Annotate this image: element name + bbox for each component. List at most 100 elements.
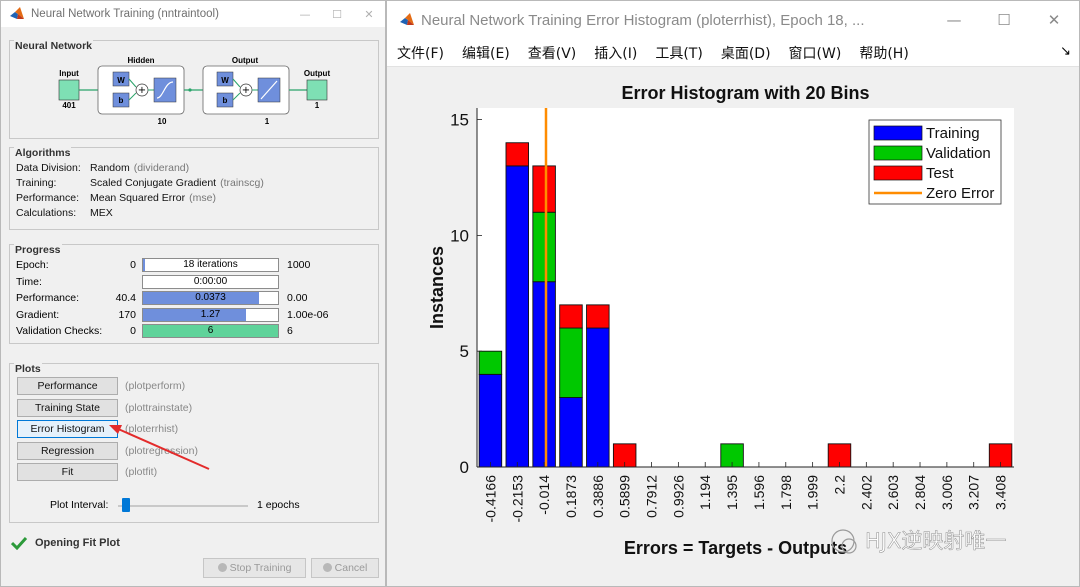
plot-performance-button[interactable]: Performance — [17, 377, 118, 395]
input-size: 401 — [62, 101, 76, 110]
menu-bar: 文件(F) 编辑(E) 查看(V) 插入(I) 工具(T) 桌面(D) 窗口(W… — [387, 39, 1079, 67]
menu-desktop[interactable]: 桌面(D) — [720, 45, 771, 62]
matlab-icon — [10, 7, 24, 19]
plot-interval-slider[interactable] — [118, 498, 248, 512]
maximize-button[interactable]: ☐ — [997, 11, 1011, 29]
x-tick-label: -0.014 — [536, 475, 552, 515]
wechat-icon-inner — [841, 538, 857, 554]
plot-regression-button[interactable]: Regression — [17, 442, 118, 460]
cancel-button[interactable]: Cancel — [311, 558, 379, 578]
menu-help[interactable]: 帮助(H) — [859, 45, 909, 62]
plot-fit-button[interactable]: Fit — [17, 463, 118, 481]
progress-bar: 6 — [142, 324, 279, 338]
minimize-button[interactable]: — — [299, 7, 311, 21]
section-title: Plots — [14, 363, 42, 375]
progress-fill — [143, 292, 260, 304]
progress-fill — [143, 259, 146, 271]
minimize-button[interactable]: — — [946, 11, 962, 29]
bar-training-1 — [505, 165, 530, 468]
x-axis-label: Errors = Targets - Outputs — [624, 538, 847, 558]
section-title: Neural Network — [14, 40, 94, 52]
x-tick-label: 0.7912 — [644, 475, 660, 518]
watermark-text: HJX逆映射唯一 — [865, 529, 1006, 553]
stop-training-button[interactable]: Stop Training — [203, 558, 306, 578]
plot-interval-value: 1 epochs — [257, 499, 300, 511]
right-window-title: Neural Network Training Error Histogram … — [421, 11, 865, 29]
bar-test-2 — [532, 165, 556, 213]
bar-training-4 — [586, 327, 610, 468]
legend-label: Zero Error — [926, 185, 994, 202]
chart-title: Error Histogram with 20 Bins — [621, 83, 869, 103]
progress-value: 0:00:00 — [193, 275, 228, 287]
progress-label: Epoch: — [16, 259, 49, 271]
menu-file[interactable]: 文件(F) — [397, 45, 444, 62]
legend-swatch-training — [873, 125, 923, 141]
progress-min: 0 — [130, 259, 136, 271]
legend-swatch-test — [873, 165, 923, 181]
checkmark-icon — [11, 536, 27, 550]
x-tick-label: 3.207 — [966, 475, 982, 510]
status-text: Opening Fit Plot — [35, 537, 120, 549]
input-block — [58, 79, 80, 101]
progress-label: Performance: — [16, 292, 80, 304]
section-title: Algorithms — [14, 147, 72, 159]
plot-note: (ploterrhist) — [125, 423, 179, 435]
matlab-icon — [400, 13, 414, 25]
plot-error-histogram-button[interactable]: Error Histogram — [17, 420, 118, 438]
left-titlebar: Neural Network Training (nntraintool) — … — [1, 1, 385, 27]
bar-test-1 — [505, 142, 530, 167]
progress-panel: Progress Epoch: 0 18 iterations 1000 Time: 0:… — [9, 244, 379, 344]
x-tick-label: -0.2153 — [509, 475, 525, 523]
progress-label: Time: — [16, 275, 42, 288]
algorithm-row: Training: Scaled Conjugate Gradient (train… — [16, 177, 264, 189]
plot-training-state-button[interactable]: Training State — [17, 399, 118, 417]
close-button[interactable]: ✕ — [364, 7, 374, 21]
output-label: Output — [304, 69, 331, 78]
y-tick-label: 10 — [450, 226, 469, 245]
dock-arrow-icon[interactable]: ↘ — [1060, 44, 1071, 59]
x-tick-label: 0.9926 — [670, 475, 686, 518]
hidden-label: Hidden — [127, 56, 154, 65]
progress-min: 0 — [130, 325, 136, 337]
slider-thumb[interactable] — [121, 498, 130, 512]
section-title: Progress — [14, 244, 62, 256]
progress-label: Validation Checks: — [16, 325, 103, 337]
progress-max: 0.00 — [287, 292, 308, 304]
x-tick-label: 1.596 — [751, 475, 767, 510]
menu-window[interactable]: 窗口(W) — [788, 45, 842, 62]
progress-value: 6 — [207, 325, 214, 336]
progress-bar: 0:00:00 — [142, 274, 279, 289]
output-block — [306, 79, 328, 101]
progress-value: 18 iterations — [183, 259, 238, 270]
plot-note: (plottrainstate) — [125, 402, 193, 414]
progress-bar: 0.0373 — [142, 291, 279, 305]
hidden-size: 10 — [158, 117, 167, 126]
progress-bar: 1.27 — [142, 307, 279, 322]
stop-icon — [217, 563, 227, 572]
x-tick-label: 1.194 — [697, 475, 713, 510]
svg-text:b: b — [223, 96, 228, 105]
maximize-button[interactable]: ☐ — [332, 7, 342, 21]
progress-fill — [143, 308, 246, 321]
menu-insert[interactable]: 插入(I) — [594, 45, 638, 62]
nntraintool-window: Neural Network Training (nntraintool) — … — [0, 0, 386, 587]
progress-max: 6 — [287, 325, 293, 337]
y-tick-label: 0 — [460, 458, 469, 477]
algorithm-row: Data Division: Random (dividerand) — [16, 162, 190, 174]
x-tick-label: 2.603 — [885, 475, 901, 510]
output-layer-label: Output — [232, 56, 259, 65]
progress-bar: 18 iterations — [142, 258, 279, 272]
progress-max: 1000 — [287, 259, 311, 271]
close-button[interactable]: ✕ — [1047, 11, 1061, 29]
menu-tools[interactable]: 工具(T) — [655, 45, 703, 62]
annotation-arrow — [109, 425, 210, 470]
menu-view[interactable]: 查看(V) — [527, 45, 577, 62]
bar-test-4 — [586, 304, 610, 329]
progress-min: 40.4 — [115, 292, 136, 304]
menu-edit[interactable]: 编辑(E) — [461, 45, 510, 62]
algorithm-row: Performance: Mean Squared Error (mse) — [16, 192, 216, 204]
y-tick-label: 5 — [460, 342, 469, 361]
progress-min: 170 — [118, 308, 136, 321]
progress-max: 1.00e-06 — [287, 308, 329, 321]
x-tick-label: 2.804 — [912, 475, 928, 510]
